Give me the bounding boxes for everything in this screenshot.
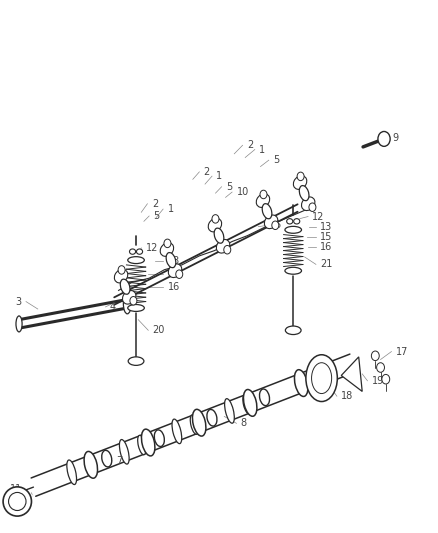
Text: 14: 14 (167, 269, 180, 279)
Text: 1: 1 (167, 204, 173, 214)
Text: 10: 10 (237, 187, 249, 197)
Ellipse shape (301, 197, 315, 211)
Circle shape (130, 296, 137, 305)
Circle shape (176, 270, 183, 278)
Ellipse shape (128, 357, 144, 366)
Text: 16: 16 (167, 282, 180, 292)
Ellipse shape (216, 239, 230, 253)
Text: 12: 12 (312, 212, 325, 222)
Text: 1: 1 (259, 144, 265, 155)
Ellipse shape (120, 440, 129, 464)
Polygon shape (341, 357, 362, 391)
Ellipse shape (124, 294, 131, 314)
Ellipse shape (16, 316, 22, 332)
Ellipse shape (225, 399, 234, 423)
Ellipse shape (293, 176, 307, 189)
Ellipse shape (154, 430, 164, 447)
Ellipse shape (128, 304, 145, 311)
Ellipse shape (207, 409, 217, 426)
Ellipse shape (85, 456, 93, 475)
Ellipse shape (208, 218, 222, 232)
Text: 4: 4 (110, 302, 116, 312)
Ellipse shape (137, 249, 143, 254)
Text: 11: 11 (11, 484, 22, 494)
Text: 6: 6 (274, 220, 280, 230)
Ellipse shape (160, 243, 173, 256)
Ellipse shape (265, 215, 278, 229)
Ellipse shape (168, 264, 182, 278)
Circle shape (212, 215, 219, 223)
Text: 21: 21 (320, 260, 333, 269)
Text: 5: 5 (226, 182, 232, 192)
Circle shape (382, 374, 390, 384)
Ellipse shape (9, 492, 26, 511)
Ellipse shape (244, 390, 257, 416)
Circle shape (118, 265, 125, 274)
Text: 13: 13 (167, 256, 180, 266)
Text: 18: 18 (341, 391, 353, 401)
Text: 17: 17 (396, 346, 408, 357)
Ellipse shape (190, 415, 198, 434)
Ellipse shape (128, 257, 145, 264)
Ellipse shape (259, 389, 269, 406)
Ellipse shape (166, 253, 176, 268)
Text: 5: 5 (153, 211, 160, 221)
Ellipse shape (287, 219, 293, 224)
Ellipse shape (243, 394, 251, 414)
Ellipse shape (214, 228, 224, 243)
Ellipse shape (3, 487, 32, 516)
Text: 9: 9 (393, 133, 399, 143)
Text: 20: 20 (152, 325, 165, 335)
Ellipse shape (286, 326, 301, 335)
Ellipse shape (285, 267, 301, 274)
Ellipse shape (294, 370, 308, 397)
Circle shape (164, 239, 171, 248)
Ellipse shape (172, 419, 182, 443)
Text: 16: 16 (320, 243, 332, 252)
Circle shape (272, 221, 279, 230)
Text: 12: 12 (146, 243, 158, 253)
Ellipse shape (306, 355, 337, 401)
Ellipse shape (311, 363, 332, 393)
Text: 5: 5 (273, 155, 279, 165)
Text: 2: 2 (152, 199, 158, 209)
Circle shape (297, 172, 304, 181)
Text: 2: 2 (204, 167, 210, 177)
Text: 19: 19 (372, 376, 384, 386)
Ellipse shape (114, 269, 128, 283)
Ellipse shape (138, 435, 146, 455)
Ellipse shape (102, 450, 112, 467)
Ellipse shape (285, 227, 301, 233)
Ellipse shape (262, 204, 272, 219)
Ellipse shape (120, 279, 130, 294)
Ellipse shape (67, 460, 77, 484)
Text: 1: 1 (216, 171, 223, 181)
Ellipse shape (256, 194, 270, 207)
Ellipse shape (141, 429, 155, 456)
Circle shape (371, 351, 379, 361)
Text: 15: 15 (320, 232, 333, 243)
Circle shape (377, 363, 385, 372)
Ellipse shape (299, 185, 309, 201)
Text: 2: 2 (247, 140, 253, 150)
Text: 3: 3 (15, 296, 21, 306)
Ellipse shape (130, 249, 136, 254)
Ellipse shape (293, 219, 300, 224)
Circle shape (309, 203, 316, 212)
Text: 7: 7 (117, 456, 123, 465)
Ellipse shape (84, 451, 98, 478)
Circle shape (260, 190, 267, 199)
Ellipse shape (192, 409, 206, 436)
Circle shape (378, 132, 390, 147)
Text: 8: 8 (241, 418, 247, 429)
Circle shape (224, 246, 231, 254)
Ellipse shape (123, 290, 136, 304)
Text: 13: 13 (320, 222, 332, 232)
